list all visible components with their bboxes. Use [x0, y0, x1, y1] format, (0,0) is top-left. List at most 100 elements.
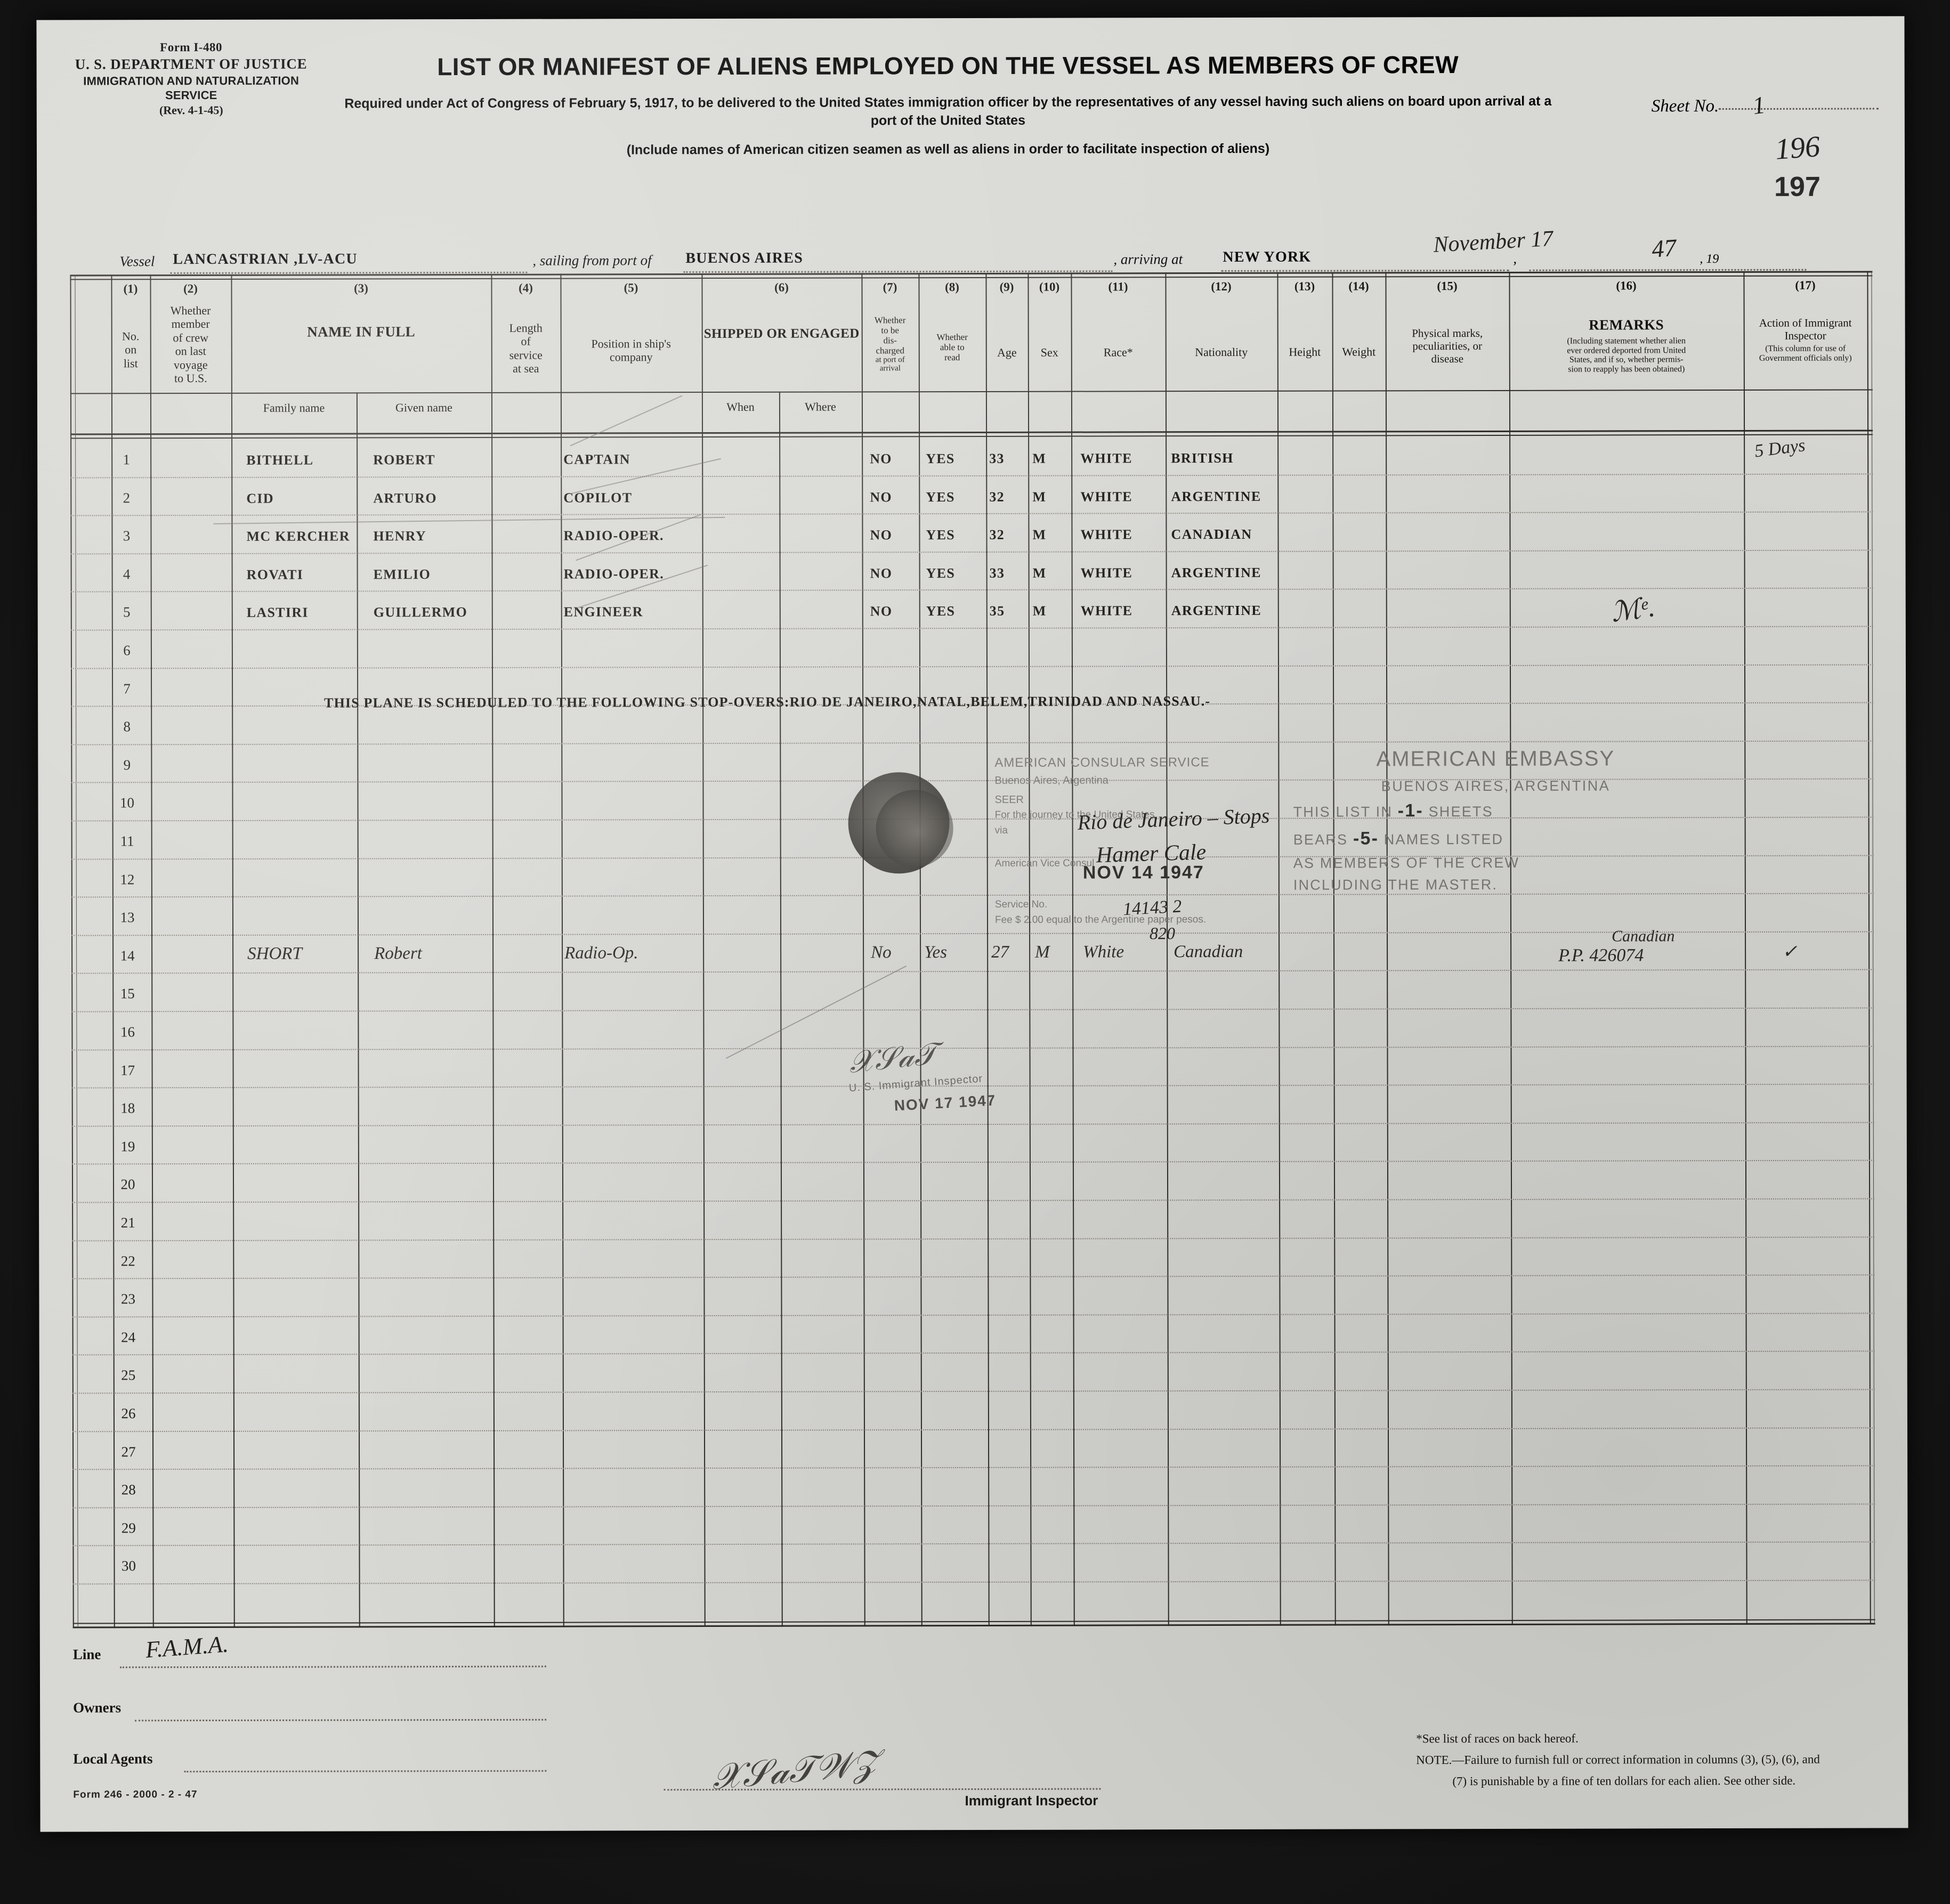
local-agents-rule	[184, 1770, 547, 1773]
table-bottom-rule	[72, 1623, 1875, 1628]
header-col-7: (7) Whether to be dis- charged at port o…	[861, 280, 918, 373]
sailing-from-label: , sailing from port of	[532, 252, 652, 269]
row-number: 6	[123, 642, 131, 659]
header-col-9: (9) Age	[985, 280, 1027, 359]
row-number: 30	[121, 1558, 136, 1574]
header-col-10: (10) Sex	[1027, 280, 1071, 359]
cell-nationality: ARGENTINE	[1171, 564, 1261, 581]
row-number: 11	[120, 833, 134, 849]
handwritten-cell-given: Robert	[374, 943, 422, 963]
row-separator	[72, 1274, 1875, 1279]
header-col-4-l2: of	[521, 334, 531, 348]
line-label: Line	[72, 1646, 101, 1663]
crew-manifest-table: (1) No. on list (2) Whether member of cr…	[70, 271, 1875, 1628]
requirement-note: Required under Act of Congress of Februa…	[213, 92, 1684, 131]
header-col-6-when: When	[702, 400, 779, 414]
cell-age: 35	[989, 603, 1005, 619]
row-separator	[71, 1007, 1874, 1012]
vessel-name-value: LANCASTRIAN ,LV-ACU	[173, 250, 358, 268]
cell-given-name: EMILIO	[373, 566, 431, 582]
row-separator	[72, 1427, 1875, 1432]
header-col-16-s2: ever ordered deported from United	[1567, 345, 1686, 355]
cell-given-name: ROBERT	[373, 452, 435, 468]
header-col-4-l3: service	[509, 348, 543, 362]
col-rule-3-split	[356, 392, 360, 1628]
header-col-2-l1: Whether	[170, 303, 211, 317]
header-col-1-num: (1)	[123, 282, 138, 296]
manifest-page: Form I-480 U. S. DEPARTMENT OF JUSTICE I…	[36, 16, 1908, 1832]
cell-able-to-read: YES	[926, 451, 955, 467]
handwritten-remarks-line-2: P.P. 426074	[1558, 945, 1644, 966]
archival-number-bottom: 197	[1774, 171, 1820, 202]
header-col-5: (5) Position in ship's company	[560, 281, 701, 364]
service-number-value: 14143 2	[1122, 896, 1183, 920]
handwritten-remarks-line-1: Canadian	[1612, 927, 1675, 945]
handwritten-cell-race: White	[1083, 942, 1124, 962]
fee-value: 820	[1149, 923, 1176, 943]
header-col-15-num: (15)	[1437, 279, 1458, 293]
row-number: 19	[120, 1138, 135, 1155]
row-separator	[70, 549, 1873, 555]
cell-race: WHITE	[1080, 526, 1133, 542]
handwritten-cell-nationality: Canadian	[1174, 942, 1243, 962]
header-col-5-l2: company	[609, 350, 653, 364]
sailing-port-value: BUENOS AIRES	[685, 249, 804, 267]
header-col-3-sub1: Family name	[263, 401, 325, 415]
embassy-sheets-prefix: THIS LIST IN	[1293, 804, 1393, 820]
consular-line-1: AMERICAN CONSULAR SERVICE	[994, 755, 1210, 770]
row-number: 22	[120, 1252, 135, 1269]
cell-race: WHITE	[1080, 603, 1133, 619]
cell-age: 33	[989, 565, 1005, 581]
row-number: 20	[120, 1176, 135, 1193]
cell-nationality: ARGENTINE	[1171, 488, 1261, 504]
cell-race: WHITE	[1080, 488, 1132, 505]
header-col-5-num: (5)	[624, 281, 638, 295]
embassy-names-prefix: BEARS	[1293, 831, 1348, 848]
embassy-line-2: BUENOS AIRES, ARGENTINA	[1381, 777, 1611, 795]
embassy-line-1: AMERICAN EMBASSY	[1376, 747, 1615, 771]
embassy-sheets-count: -1-	[1397, 800, 1423, 821]
page-title: LIST OR MANIFEST OF ALIENS EMPLOYED ON T…	[437, 51, 1459, 81]
cell-able-to-read: YES	[926, 527, 955, 543]
header-col-7-l2: to be	[881, 325, 899, 336]
header-col-3-title: NAME IN FULL	[307, 323, 416, 340]
header-col-12-num: (12)	[1211, 279, 1232, 294]
cell-family-name: CID	[246, 490, 274, 506]
cell-race: WHITE	[1080, 450, 1132, 466]
cell-nationality: ARGENTINE	[1171, 603, 1261, 619]
header-col-8-l2: able to	[940, 342, 965, 352]
header-col-1-l1: No.	[122, 329, 140, 343]
header-col-9-title: Age	[997, 345, 1017, 359]
header-col-17-num: (17)	[1795, 278, 1816, 292]
row-number: 8	[123, 718, 131, 735]
header-col-3: (3) NAME IN FULL	[231, 281, 491, 341]
row-number: 5	[123, 604, 131, 620]
row-separator	[72, 1541, 1875, 1546]
immigrant-inspector-label: Immigrant Inspector	[965, 1792, 1098, 1809]
handwritten-inspector-check: ✓	[1782, 942, 1798, 962]
header-col-12-title: Nationality	[1195, 345, 1248, 359]
header-col-14: (14) Weight	[1332, 279, 1385, 358]
header-col-8-num: (8)	[945, 280, 959, 294]
header-col-15-l1: Physical marks,	[1412, 326, 1483, 339]
header-col-8-l1: Whether	[936, 331, 968, 342]
header-col-9-num: (9)	[999, 280, 1014, 294]
header-col-16: (16) REMARKS (Including statement whethe…	[1509, 279, 1743, 374]
header-col-8-l3: read	[944, 352, 960, 362]
cell-given-name: GUILLERMO	[373, 604, 468, 620]
penalty-note-line-2: (7) is punishable by a fine of ten dolla…	[1452, 1773, 1796, 1788]
header-col-16-s1: (Including statement whether alien	[1567, 336, 1686, 346]
row-number: 21	[120, 1214, 135, 1231]
cell-family-name: BITHELL	[246, 452, 314, 468]
embassy-line-5: AS MEMBERS OF THE CREW	[1293, 855, 1520, 871]
row-separator	[70, 511, 1873, 516]
races-footnote: *See list of races on back hereof.	[1416, 1731, 1579, 1746]
header-col-2-num: (2)	[183, 282, 198, 296]
embassy-line-3: THIS LIST IN -1- SHEETS	[1293, 797, 1698, 825]
row-separator	[70, 587, 1873, 593]
cell-family-name: LASTIRI	[246, 604, 309, 621]
include-note: (Include names of American citizen seame…	[626, 141, 1270, 158]
header-col-4: (4) Length of service at sea	[491, 281, 560, 376]
row-separator	[71, 931, 1874, 936]
